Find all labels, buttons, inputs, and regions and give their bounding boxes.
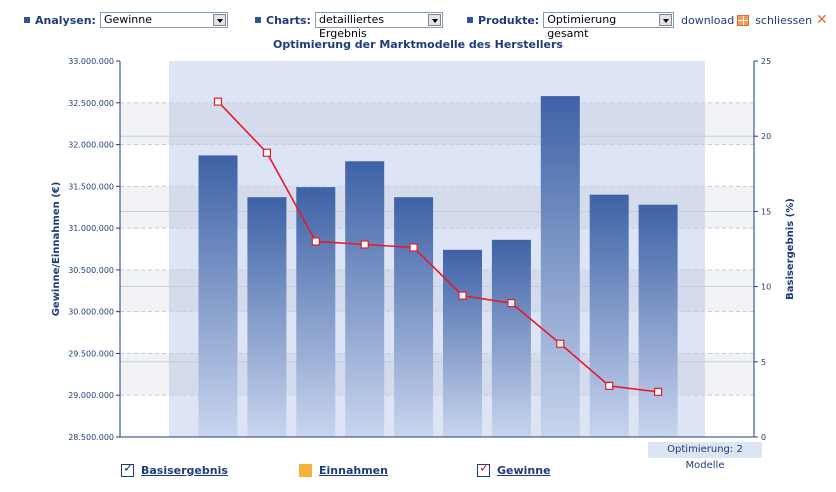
gewinne-point xyxy=(409,243,418,252)
analysen-value: Gewinne xyxy=(103,13,153,26)
y2-tick-label: 15 xyxy=(761,207,771,216)
bullet-icon xyxy=(467,17,473,23)
charts-group: Charts: detailliertes Ergebnis xyxy=(255,12,443,40)
y2-tick-label: 20 xyxy=(761,132,771,141)
gewinne-point xyxy=(213,97,223,106)
produkte-label: Produkte: xyxy=(478,13,540,27)
gewinne-point xyxy=(556,339,565,348)
y-axis-label: Gewinne/Einnahmen (€) xyxy=(51,182,62,317)
y-tick-label: 31.500.000 xyxy=(68,182,114,191)
spreadsheet-icon[interactable] xyxy=(737,14,750,26)
chevron-down-icon[interactable] xyxy=(427,14,441,26)
charts-label: Charts: xyxy=(266,13,311,27)
produkte-value: Optimierung gesamt xyxy=(547,13,617,40)
legend-label[interactable]: Einnahmen xyxy=(319,464,388,477)
y2-axis-label: Basisergebnis (%) xyxy=(785,198,796,300)
chart-title: Optimierung der Marktmodelle des Herstel… xyxy=(273,38,563,51)
gewinne-point xyxy=(653,387,663,396)
close-link[interactable]: schliessen xyxy=(755,13,813,27)
produkte-group: Produkte: Optimierung gesamt xyxy=(467,12,675,40)
chevron-down-icon[interactable] xyxy=(659,14,673,26)
y-tick-label: 29.000.000 xyxy=(68,391,114,400)
legend-item-gewinne[interactable]: Gewinne xyxy=(477,461,551,477)
charts-select[interactable]: detailliertes Ergebnis xyxy=(314,12,443,40)
checkbox-icon[interactable] xyxy=(477,461,490,477)
bar xyxy=(540,96,580,438)
y-tick-label: 29.500.000 xyxy=(68,349,114,358)
chevron-down-icon[interactable] xyxy=(212,14,226,26)
analysen-select[interactable]: Gewinne xyxy=(99,12,228,28)
bar xyxy=(638,204,678,437)
legend-item-einnahmen[interactable]: Einnahmen xyxy=(299,464,388,477)
bar xyxy=(247,197,287,437)
close-icon[interactable]: ✕ xyxy=(816,12,828,28)
y-tick-label: 30.500.000 xyxy=(68,266,114,275)
gewinne-point xyxy=(360,240,369,249)
gewinne-point xyxy=(605,381,614,390)
bullet-icon xyxy=(24,17,30,23)
bar xyxy=(491,239,531,437)
toolbar: Analysen: Gewinne Charts: detailliertes … xyxy=(0,0,836,40)
gewinne-line xyxy=(217,101,659,393)
y-tick-label: 28.500.000 xyxy=(68,433,114,442)
y2-tick-label: 10 xyxy=(761,283,771,292)
bar xyxy=(443,249,482,437)
gewinne-point xyxy=(507,299,516,308)
bullet-icon xyxy=(255,17,261,23)
checkbox-icon[interactable] xyxy=(121,461,134,477)
y-tick-label: 31.000.000 xyxy=(68,224,114,233)
legend-item-basisergebnis[interactable]: Basisergebnis xyxy=(121,461,228,477)
bar xyxy=(345,161,385,437)
bar xyxy=(296,187,336,437)
produkte-select[interactable]: Optimierung gesamt xyxy=(543,12,675,40)
gewinne-point xyxy=(311,237,320,246)
y-tick-label: 32.000.000 xyxy=(68,141,114,150)
color-square-icon xyxy=(299,464,312,477)
gewinne-point xyxy=(262,148,271,157)
grid-band xyxy=(120,102,754,145)
gewinne-point xyxy=(458,291,467,300)
bar xyxy=(589,194,629,437)
analysen-group: Analysen: Gewinne xyxy=(24,12,228,28)
optimization-badge: Optimierung: 2 Modelle xyxy=(648,442,762,471)
download-link[interactable]: download xyxy=(681,13,735,27)
bar xyxy=(394,197,434,437)
legend-label[interactable]: Gewinne xyxy=(497,464,551,477)
analysen-label: Analysen: xyxy=(35,13,96,27)
y-tick-label: 33.000.000 xyxy=(68,57,114,66)
legend-label[interactable]: Basisergebnis xyxy=(141,464,228,477)
bar xyxy=(198,155,238,437)
y2-tick-label: 25 xyxy=(761,57,771,66)
actions-group: download schliessen ✕ xyxy=(681,12,828,28)
y-tick-label: 30.000.000 xyxy=(68,308,114,317)
y2-tick-label: 0 xyxy=(761,433,766,442)
charts-value: detailliertes Ergebnis xyxy=(318,13,385,40)
y2-tick-label: 5 xyxy=(761,358,766,367)
y-tick-label: 32.500.000 xyxy=(68,99,114,108)
